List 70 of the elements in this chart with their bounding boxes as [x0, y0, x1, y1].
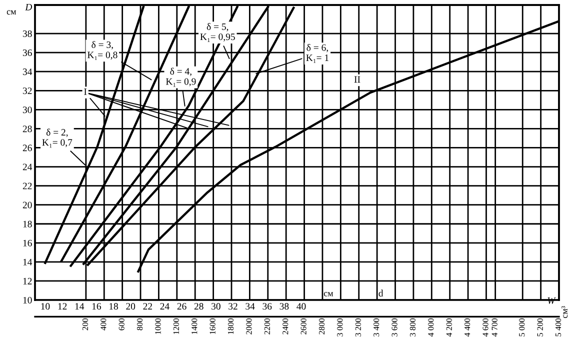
y-tick-label: 16 — [23, 240, 32, 246]
x-tick-label: 20 — [126, 303, 136, 310]
x2-tick-label: 1200 — [173, 318, 180, 334]
y-tick-label: 22 — [22, 182, 32, 190]
y-tick-label: 12 — [23, 278, 32, 284]
x2-tick-label: 2800 — [318, 318, 325, 334]
annotation: δ = 6, K₁= 1 — [306, 44, 328, 63]
annotation: δ = 4, K₁= 0,9 — [166, 68, 196, 87]
x-tick-label: 10 — [41, 303, 50, 310]
x2-tick-label: 5 400 — [555, 318, 562, 336]
text: см — [6, 10, 16, 15]
y-tick-label: 24 — [22, 164, 32, 170]
x2-tick-label: 4 600 — [482, 318, 488, 337]
y-tick-label: 18 — [23, 220, 32, 228]
x2-tick-label: 3 000 — [337, 318, 343, 336]
x2-tick-label: 1800 — [228, 318, 234, 334]
x2-tick-label: 1600 — [210, 318, 216, 334]
annotation: II — [354, 76, 360, 83]
y-tick-label: 38 — [22, 30, 32, 38]
x2-tick-label: 3 200 — [355, 318, 361, 336]
annotation: см — [324, 292, 334, 296]
x2-tick-label: 2400 — [282, 318, 288, 334]
x-tick-label: 30 — [212, 303, 220, 310]
y-tick-label: 34 — [22, 68, 32, 76]
x-tick-label: 28 — [194, 303, 204, 310]
x2-tick-label: 800 — [136, 318, 143, 330]
x2-tick-label: 400 — [100, 318, 106, 330]
y-tick-label: 26 — [22, 144, 32, 152]
x2-tick-label: 1000 — [155, 318, 161, 334]
y-tick-label: 32 — [22, 88, 32, 94]
x2-tick-label: 600 — [118, 318, 124, 330]
y-tick-label: 28 — [22, 126, 32, 132]
x-tick-label: 22 — [143, 303, 152, 310]
x-tick-label: 38 — [280, 303, 289, 310]
x2-tick-label: 3 800 — [410, 318, 416, 336]
x-tick-label: 32 — [228, 303, 238, 310]
x2-tick-label: 5 000 — [519, 318, 525, 336]
y-tick-label: 30 — [22, 106, 32, 114]
x-tick-label: 26 — [177, 303, 186, 310]
x-tick-label: 16 — [92, 303, 102, 310]
x-tick-label: 14 — [75, 303, 84, 310]
x2-tick-label: 1400 — [192, 318, 198, 334]
annotation: δ = 3, K₁= 0,8 — [87, 41, 118, 60]
x2-tick-label: 4 400 — [464, 318, 470, 337]
y-tick-label: 36 — [22, 50, 32, 56]
annotation: δ = 5, K₁= 0,95 — [200, 23, 235, 42]
x2-tick-label: 2600 — [300, 318, 306, 334]
x2-tick-label: 3 400 — [374, 318, 380, 336]
x2-tick-label: 3 600 — [392, 318, 398, 336]
x2-tick-label: 4 200 — [446, 318, 452, 337]
annotation: δ = 2, K₁= 0,7 — [42, 128, 72, 148]
y-tick-label: 10 — [23, 296, 32, 304]
text: см³ — [562, 306, 568, 318]
y-tick-label: 20 — [22, 202, 32, 208]
y-tick-label: 14 — [23, 258, 32, 266]
x-tick-label: 24 — [160, 303, 170, 310]
x-tick-label: 12 — [58, 303, 67, 310]
x2-tick-label: 200 — [82, 318, 88, 330]
x2-tick-label: 5 200 — [537, 318, 543, 336]
x2-tick-label: 2000 — [246, 318, 252, 334]
x-tick-label: 40 — [296, 303, 306, 310]
x-tick-label: 18 — [110, 303, 118, 310]
annotation: I — [84, 88, 87, 95]
x-axis-title: d — [378, 290, 384, 297]
y-axis-title: D — [25, 4, 32, 10]
x2-tick-label: 2200 — [264, 318, 270, 334]
x2-tick-label: 4 000 — [428, 318, 434, 337]
x-tick-label: 36 — [262, 303, 272, 310]
x-tick-label: 34 — [246, 303, 255, 310]
x2-tick-label: 4 700 — [492, 318, 498, 337]
